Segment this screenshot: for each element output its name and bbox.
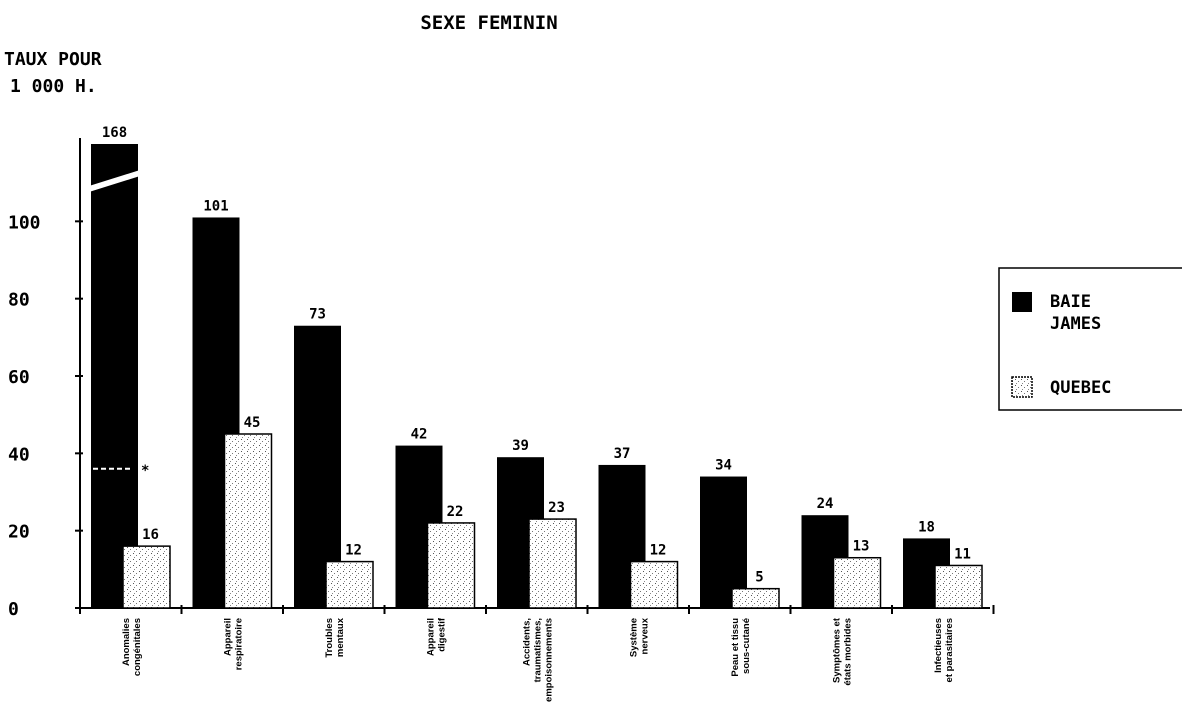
category-label-line: Anomalies <box>121 618 132 666</box>
category-label-line: traumatismes, <box>532 618 543 682</box>
legend: BAIE JAMES QUEBEC <box>998 267 1182 411</box>
category-label-line: digestif <box>436 617 447 652</box>
data-label-quebec: 13 <box>853 539 870 555</box>
bar-baie-james <box>91 144 138 608</box>
data-label-baie-james: 18 <box>918 519 935 535</box>
bars <box>89 144 983 609</box>
data-label-baie-james: 34 <box>715 458 732 474</box>
bar-quebec <box>426 522 476 609</box>
data-label-baie-james: 42 <box>411 427 428 443</box>
legend-label-baie-james: BAIE JAMES <box>1050 292 1101 334</box>
category-label-line: empoisonnements <box>543 618 554 702</box>
bar-quebec <box>528 518 577 609</box>
data-label-quebec: 12 <box>650 543 667 559</box>
data-label-quebec: 5 <box>755 570 763 586</box>
y-axis-label-line2: 1 000 H. <box>10 76 97 97</box>
data-label-baie-james: 24 <box>817 496 834 512</box>
data-label-quebec: 45 <box>244 415 261 431</box>
category-label-line: congénitales <box>132 618 143 676</box>
category-label: Accidents, traumatismes, empoisonnements <box>521 618 554 702</box>
category-label-line: Peau et tissu <box>730 618 741 677</box>
legend-label-baie-james-line2: JAMES <box>1050 314 1101 334</box>
legend-label-quebec: QUEBEC <box>1050 378 1111 398</box>
data-label-baie-james: 37 <box>614 446 631 462</box>
data-label-baie-james: 39 <box>512 438 529 454</box>
category-label: Troubles mentaux <box>324 617 346 657</box>
category-label-line: états morbides <box>842 618 853 686</box>
bar-quebec <box>122 545 171 609</box>
category-label-line: Appareil <box>425 618 436 656</box>
data-label-baie-james: 101 <box>203 198 228 214</box>
category-label-line: respiratoire <box>233 618 244 670</box>
category-label-line: Infectieuses <box>933 618 944 673</box>
bar-baie-james <box>700 476 747 608</box>
bar-quebec <box>325 560 374 609</box>
y-tick-label: 100 <box>8 212 41 233</box>
category-label-line: sous-cutané <box>741 618 752 674</box>
category-label-line: Système <box>628 618 639 657</box>
data-label-quebec: 11 <box>954 546 971 562</box>
category-label: Symptômes et états morbides <box>831 617 853 685</box>
y-tick-label: 60 <box>8 367 30 388</box>
category-label: Appareil digestif <box>425 617 447 656</box>
legend-swatch-baie-james <box>1012 292 1032 312</box>
category-label-line: Accidents, <box>521 618 532 666</box>
category-label: Anomalies congénitales <box>121 618 143 676</box>
y-axis-label-line1: TAUX POUR <box>4 49 102 70</box>
chart-title: SEXE FEMININ <box>420 12 557 34</box>
y-tick-label: 40 <box>8 444 30 465</box>
bar-quebec <box>731 587 780 609</box>
bar-quebec <box>629 560 679 609</box>
bar-break-mark <box>89 170 140 192</box>
category-label-line: Appareil <box>222 618 233 656</box>
bar-quebec <box>934 564 983 609</box>
data-label-baie-james: 168 <box>102 125 127 141</box>
category-labels: Anomalies congénitales Appareil respiratoir… <box>121 617 955 702</box>
category-label: Peau et tissu sous-cutané <box>730 618 752 677</box>
bar-note-mark: * <box>141 463 149 479</box>
data-label-baie-james: 73 <box>309 307 326 323</box>
category-label: Infectieuses et parasitaires <box>933 618 955 682</box>
data-labels: 168 * 16 101 45 73 12 42 22 39 23 37 12 34 5 24 13 18 11 <box>102 125 971 586</box>
legend-label-baie-james-line1: BAIE <box>1050 292 1091 312</box>
bar-quebec <box>832 556 882 609</box>
y-tick-label: 80 <box>8 290 30 311</box>
data-label-quebec: 22 <box>447 504 464 520</box>
axes: 0 20 40 60 80 100 <box>8 138 995 620</box>
legend-swatch-quebec <box>1011 376 1033 398</box>
data-label-quebec: 23 <box>548 500 565 516</box>
category-label-line: mentaux <box>335 617 346 657</box>
category-label-line: et parasitaires <box>944 618 955 682</box>
y-tick-label: 0 <box>8 599 19 620</box>
category-label-line: Troubles <box>324 618 335 658</box>
category-label-line: Symptômes et <box>831 617 842 683</box>
category-label: Système nerveux <box>628 617 650 657</box>
y-tick-label: 20 <box>8 522 30 543</box>
bar-quebec <box>223 433 273 609</box>
data-label-quebec: 16 <box>142 527 159 543</box>
category-label: Appareil respiratoire <box>222 618 244 670</box>
data-label-quebec: 12 <box>345 543 362 559</box>
category-label-line: nerveux <box>639 617 650 654</box>
